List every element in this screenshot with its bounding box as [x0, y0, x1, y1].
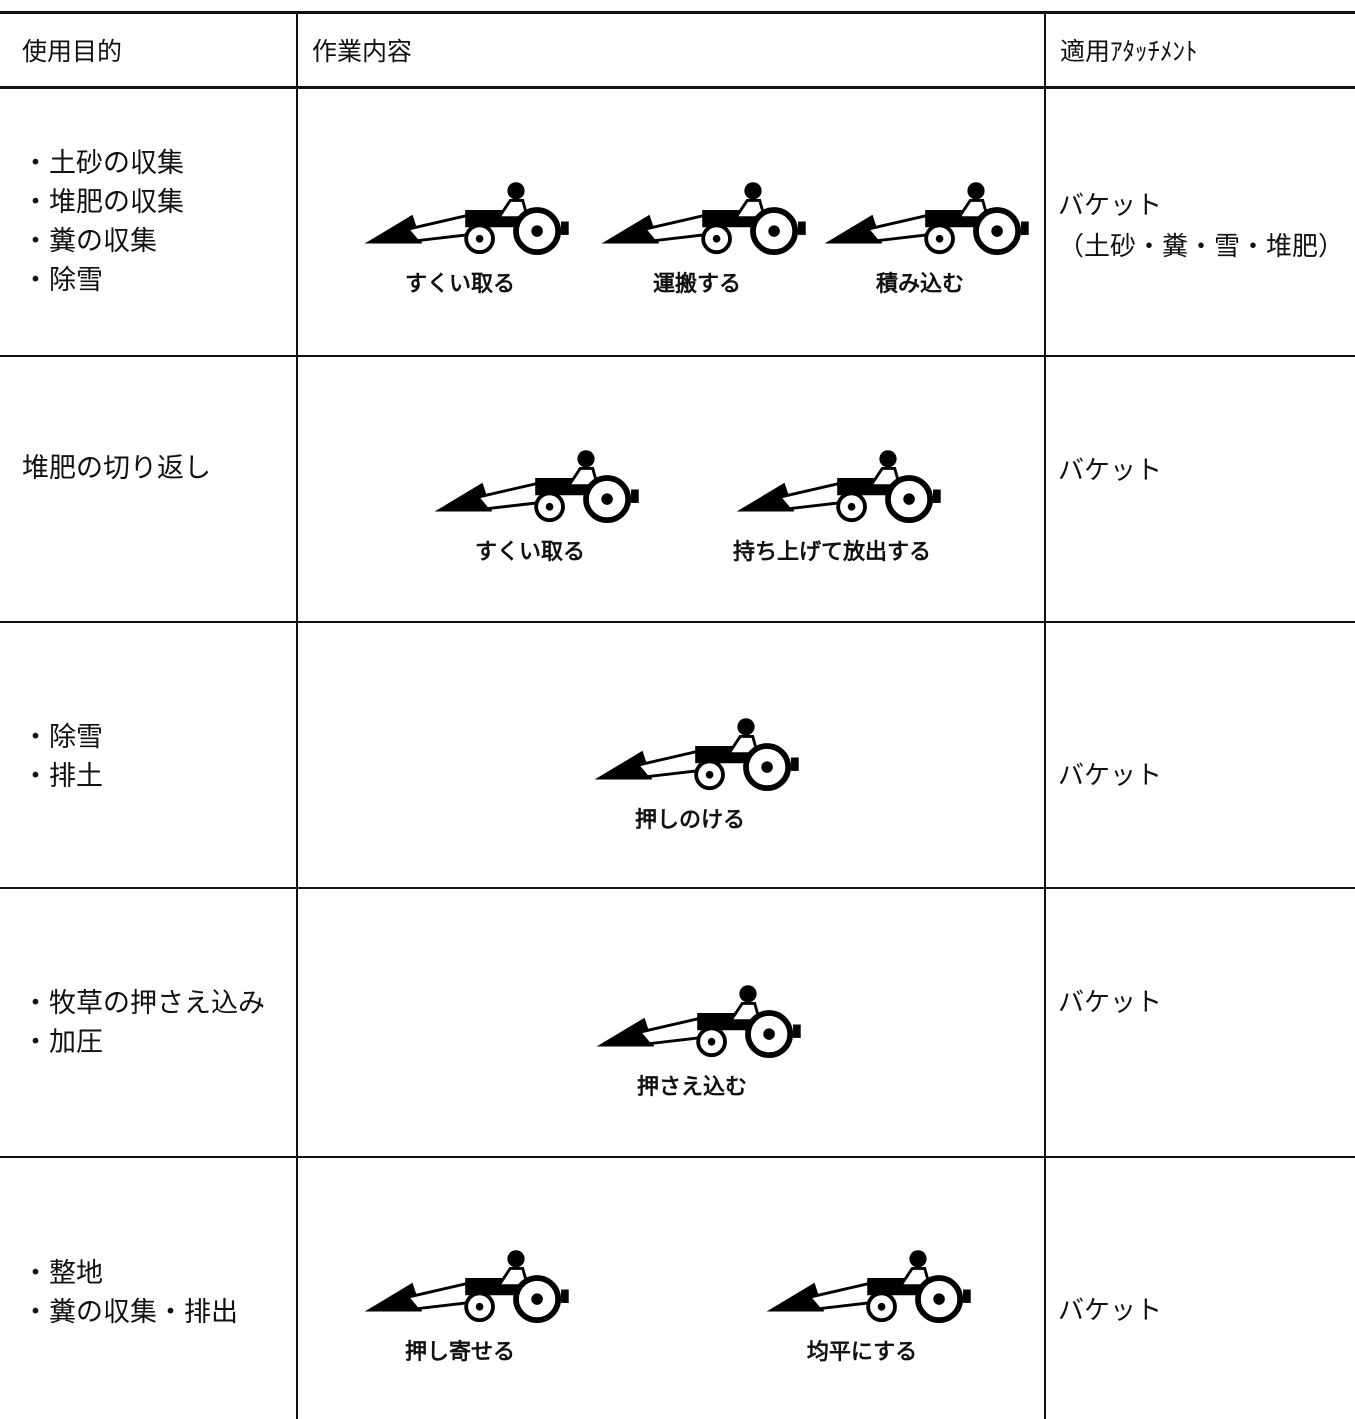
- purpose: ・除雪: [22, 265, 103, 296]
- rule: [0, 621, 1355, 623]
- caption: 押さえ込む: [636, 1075, 748, 1100]
- caption: すくい取る: [404, 272, 516, 297]
- caption: 押し寄せる: [404, 1340, 516, 1365]
- illustration: [592, 162, 822, 258]
- purpose: ・糞の収集・排出: [22, 1297, 238, 1328]
- purpose: ・土砂の収集: [22, 148, 184, 179]
- caption: 積み込む: [875, 272, 965, 297]
- illustration: [355, 1230, 585, 1326]
- attachment: バケット: [1058, 988, 1163, 1018]
- illustration: [425, 430, 655, 526]
- illustration: [727, 430, 957, 526]
- attachment: バケット: [1058, 761, 1163, 791]
- purpose: 堆肥の切り返し: [22, 453, 211, 484]
- purpose: ・加圧: [22, 1027, 103, 1058]
- attachment: バケット: [1058, 191, 1163, 221]
- header-cell: 作業内容: [312, 37, 413, 66]
- caption: 持ち上げて放出する: [732, 540, 932, 565]
- header-cell: 適用ｱﾀｯﾁﾒﾝﾄ: [1060, 37, 1198, 66]
- caption: 押しのける: [634, 808, 746, 833]
- illustration: [587, 965, 817, 1061]
- rule: [296, 12, 298, 1419]
- rule: [1044, 12, 1046, 1419]
- rule: [0, 86, 1355, 89]
- rule: [0, 355, 1355, 357]
- caption: すくい取る: [474, 540, 586, 565]
- illustration: [815, 162, 1045, 258]
- purpose: ・除雪: [22, 722, 103, 753]
- attachment: バケット: [1058, 1296, 1163, 1326]
- purpose: ・糞の収集: [22, 226, 157, 257]
- rule: [0, 887, 1355, 889]
- illustration: [355, 162, 585, 258]
- caption: 運搬する: [652, 272, 742, 297]
- purpose: ・排土: [22, 761, 103, 792]
- rule: [0, 1156, 1355, 1158]
- illustration: [757, 1230, 987, 1326]
- purpose: ・整地: [22, 1258, 103, 1289]
- rule: [0, 11, 1355, 14]
- purpose: ・堆肥の収集: [22, 187, 184, 218]
- attachment: バケット: [1058, 456, 1163, 486]
- purpose: ・牧草の押さえ込み: [22, 988, 265, 1019]
- caption: 均平にする: [806, 1340, 918, 1365]
- header-cell: 使用目的: [22, 37, 123, 66]
- attachment: （土砂・糞・雪・堆肥）: [1058, 232, 1345, 262]
- illustration: [585, 698, 815, 794]
